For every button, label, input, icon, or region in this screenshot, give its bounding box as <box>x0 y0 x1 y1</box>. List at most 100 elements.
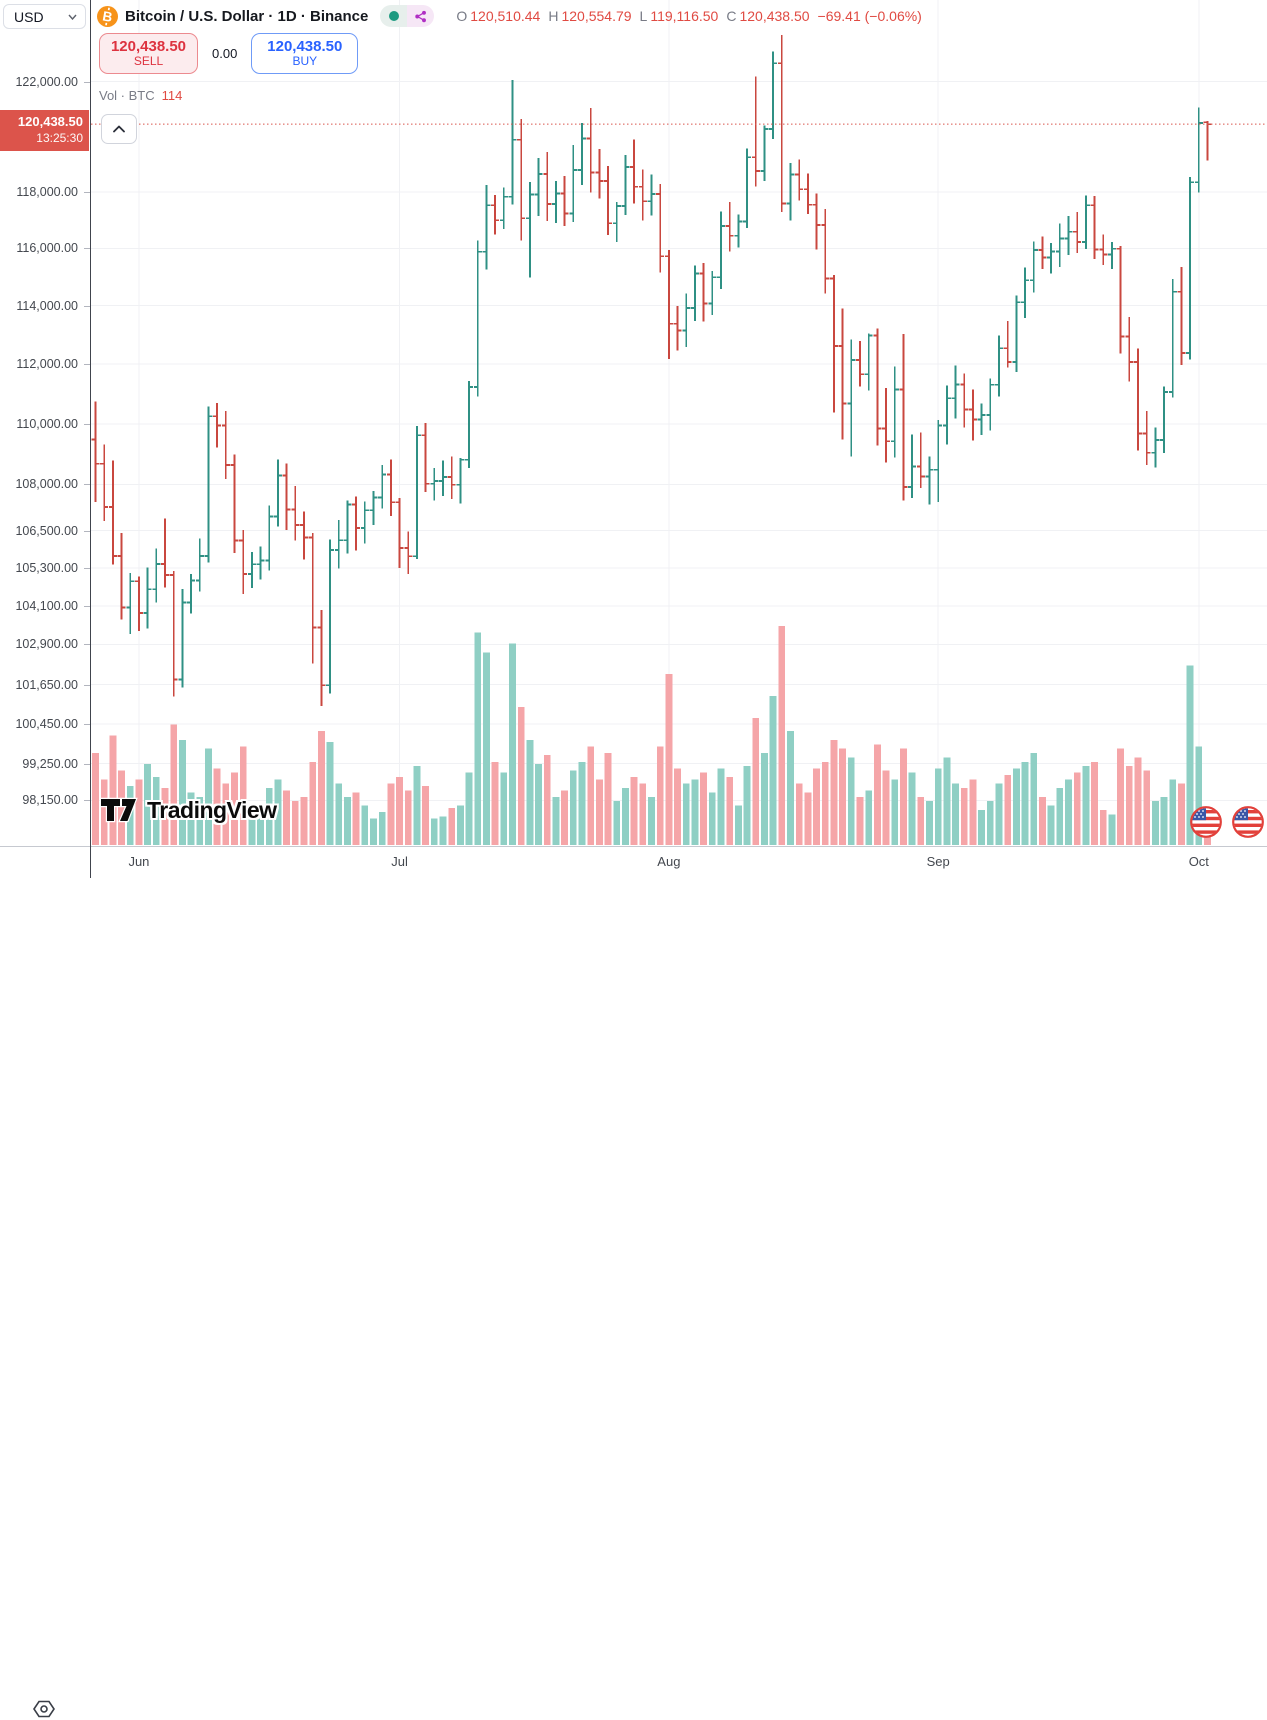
volume-bar <box>873 744 881 845</box>
volume-bar <box>830 739 838 845</box>
volume-bar <box>995 783 1003 845</box>
ohlc-readout: O 120,510.44 H 120,554.79 L 119,116.50 C 120… <box>448 8 921 24</box>
volume-bar <box>552 796 560 845</box>
volume-bar <box>100 779 108 845</box>
price-tick-label: 105,300.00 <box>15 561 78 576</box>
bar-countdown: 13:25:30 <box>36 131 83 146</box>
volume-bar <box>1195 746 1203 845</box>
volume-bar <box>639 783 647 845</box>
volume-bar <box>839 748 847 845</box>
us-flag-icon <box>1190 806 1222 838</box>
price-tick-mark <box>84 605 90 607</box>
chevron-up-icon <box>113 125 125 133</box>
currency-selector-value: USD <box>14 8 44 25</box>
volume-bar <box>170 724 178 845</box>
volume-bar <box>404 790 412 845</box>
volume-bar <box>978 809 986 845</box>
time-axis-month-label: Aug <box>657 854 681 869</box>
volume-bar <box>500 772 508 845</box>
price-tick-label: 99,250.00 <box>22 756 78 771</box>
collapse-panel-button[interactable] <box>101 114 137 144</box>
volume-value: 114 <box>161 88 183 103</box>
time-axis-month-label: Jun <box>128 854 150 869</box>
volume-bar <box>613 801 621 845</box>
volume-bar <box>248 805 256 845</box>
symbol-header: B Bitcoin / U.S. Dollar · 1D · Binance O… <box>97 4 922 28</box>
volume-bar <box>813 768 820 845</box>
price-tick-mark <box>84 763 90 765</box>
price-tick-label: 98,150.00 <box>22 793 78 808</box>
volume-bar <box>578 761 586 845</box>
volume-bar <box>1012 768 1020 845</box>
volume-bar <box>795 783 803 845</box>
high-label: H <box>548 8 559 24</box>
share-button[interactable] <box>407 5 435 27</box>
volume-bar <box>960 788 968 845</box>
buy-price: 120,438.50 <box>267 37 343 55</box>
change-value: −69.41 (−0.06%) <box>817 8 922 24</box>
hexagon-circle-icon[interactable] <box>31 1698 57 1720</box>
volume-bar <box>648 796 655 845</box>
volume-bar <box>778 626 786 845</box>
symbol-title: Bitcoin / U.S. Dollar · 1D · Binance <box>125 7 369 25</box>
volume-bar <box>509 643 516 845</box>
volume-bar <box>231 772 238 845</box>
volume-bar <box>587 746 595 845</box>
buy-label: BUY <box>292 54 318 69</box>
time-axis[interactable]: Jun Jul Aug Sep Oct <box>0 846 1267 1718</box>
volume-bar <box>161 788 169 845</box>
volume-bar <box>595 779 603 845</box>
volume-bar <box>118 770 125 845</box>
volume-bar <box>222 783 230 845</box>
time-axis-month-label: Jul <box>391 854 408 869</box>
buy-button[interactable]: 120,438.50 BUY <box>251 33 359 74</box>
spread-value: 0.00 <box>212 46 238 61</box>
volume-bar <box>456 805 464 845</box>
volume-bar <box>283 790 291 845</box>
volume-bar <box>526 739 534 845</box>
volume-bar <box>422 785 430 845</box>
price-tick-mark <box>84 305 90 307</box>
low-value: 119,116.50 <box>650 8 719 24</box>
sell-button[interactable]: 120,438.50 SELL <box>99 33 198 74</box>
volume-bar <box>1056 788 1064 845</box>
chevron-down-icon <box>68 14 77 20</box>
volume-bar <box>378 812 386 845</box>
volume-bar <box>743 766 751 845</box>
market-status-button[interactable] <box>380 5 408 27</box>
volume-bar <box>1108 814 1116 845</box>
close-label: C <box>726 8 737 24</box>
volume-bar <box>934 768 942 845</box>
chart-canvas[interactable] <box>91 0 1267 845</box>
low-label: L <box>639 8 648 24</box>
volume-bar <box>1151 801 1159 845</box>
price-tick-label: 110,000.00 <box>16 416 78 431</box>
volume-bar <box>109 735 117 845</box>
volume-bar <box>1073 772 1081 845</box>
price-tick-label: 114,000.00 <box>16 298 78 313</box>
currency-selector[interactable]: USD <box>3 4 86 29</box>
volume-bar <box>370 818 377 845</box>
volume-bar <box>1030 753 1038 845</box>
price-tick-mark <box>84 248 90 250</box>
volume-bar <box>1091 761 1098 845</box>
volume-legend: Vol · BTC 114 <box>99 88 182 103</box>
volume-bar <box>1169 779 1177 845</box>
volume-bar <box>761 753 768 845</box>
volume-bar <box>674 768 681 845</box>
volume-bar <box>769 696 777 845</box>
volume-bar <box>943 757 951 845</box>
price-axis[interactable]: USD 122,000.00 118,000.00 116,000.00 114,00… <box>0 0 90 845</box>
price-tick-mark <box>84 568 90 570</box>
volume-bar <box>448 807 456 845</box>
volume-bar <box>900 748 907 845</box>
volume-bar <box>213 768 221 845</box>
volume-bar <box>986 801 994 845</box>
volume-bar <box>717 768 725 845</box>
volume-bar <box>691 779 699 845</box>
price-tick-mark <box>84 423 90 425</box>
price-tick-label: 101,650.00 <box>15 677 78 692</box>
volume-bar <box>1004 774 1012 845</box>
volume-bar <box>908 772 916 845</box>
volume-bar <box>804 792 812 845</box>
